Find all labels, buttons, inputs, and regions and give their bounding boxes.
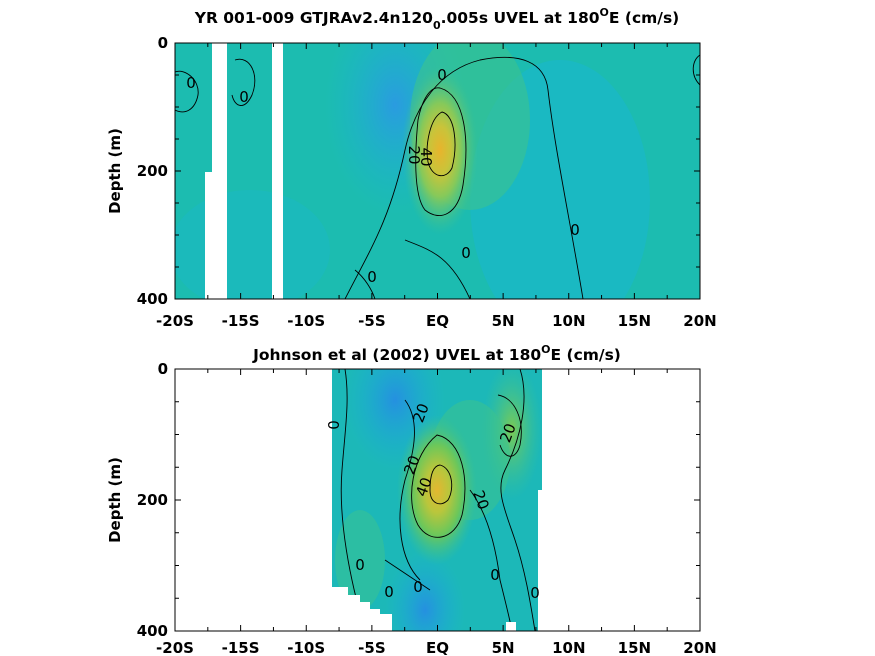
x-tick-label: 10N (552, 312, 585, 330)
bottom-missing-step (370, 609, 380, 631)
top-velocity-field (175, 43, 700, 299)
top-x-tick-labels: -20S -15S -10S -5S EQ 5N 10N 15N 20N (156, 312, 717, 330)
top-contour-label: 0 (239, 88, 249, 106)
bottom-contour-label: 0 (355, 556, 365, 574)
top-y-axis-label: Depth (m) (106, 128, 124, 214)
bottom-velocity-field (332, 369, 542, 631)
x-tick-label: 20N (683, 639, 716, 656)
top-contour-zero-west2 (231, 58, 256, 106)
bottom-contour-label: 20 (496, 421, 519, 445)
x-tick-label: -20S (156, 639, 194, 656)
bottom-contour-label: 0 (325, 420, 343, 430)
x-tick-label: EQ (426, 312, 449, 330)
bottom-green-south (335, 510, 385, 610)
x-tick-label: -20S (156, 312, 194, 330)
bottom-contour-twenty-west (399, 399, 421, 581)
bottom-contour-forty (429, 464, 453, 505)
x-tick-label: -15S (222, 312, 260, 330)
top-cyan-region-south (175, 190, 330, 299)
bottom-undercurrent-core (397, 415, 477, 565)
bottom-panel-title: Johnson et al (2002) UVEL at 180OE (cm/s… (252, 343, 621, 364)
bottom-missing-step (506, 622, 516, 631)
top-contour-twenty (415, 87, 467, 216)
y-tick-label: 400 (137, 290, 168, 308)
top-missing-strip-2 (272, 43, 283, 299)
x-tick-label: 20N (683, 312, 716, 330)
top-panel: YR 001-009 GTJRAv2.4n1200.005s UVEL at 1… (106, 6, 717, 330)
bottom-contour-label: 0 (530, 584, 540, 602)
y-tick-label: 400 (137, 622, 168, 640)
top-tick-marks (174, 42, 701, 300)
top-panel-title: YR 001-009 GTJRAv2.4n1200.005s UVEL at 1… (194, 6, 680, 32)
y-tick-label: 0 (158, 360, 168, 378)
x-tick-label: EQ (426, 639, 449, 656)
bottom-blue-deep (385, 550, 465, 631)
top-contour-label: 40 (417, 147, 435, 166)
bottom-contour-twenty-east (469, 489, 513, 631)
bottom-contour-zero-deep (384, 559, 431, 591)
bottom-missing-step (380, 614, 392, 631)
bottom-tick-marks (174, 368, 701, 632)
y-tick-label: 200 (137, 162, 168, 180)
bottom-contour-zero-west (340, 369, 366, 631)
x-tick-label: 10N (552, 639, 585, 656)
bottom-y-axis-label: Depth (m) (106, 457, 124, 543)
top-contour-zero-south (354, 269, 376, 299)
y-tick-label: 200 (137, 491, 168, 509)
top-contour-label: 20 (405, 145, 423, 164)
x-tick-label: -15S (222, 639, 260, 656)
top-contour-forty (426, 111, 456, 177)
x-tick-label: 5N (492, 639, 515, 656)
bottom-x-tick-labels: -20S -15S -10S -5S EQ 5N 10N 15N 20N (156, 639, 717, 656)
top-missing-strip-1 (212, 43, 227, 299)
x-tick-label: 15N (618, 639, 651, 656)
top-contour-label: 0 (367, 268, 377, 286)
bottom-contour-label: 20 (409, 401, 432, 425)
x-tick-label: -5S (358, 312, 385, 330)
bottom-contour-label: 20 (400, 453, 423, 477)
x-tick-label: -10S (287, 312, 325, 330)
bottom-missing-step (538, 490, 542, 631)
x-tick-label: 5N (492, 312, 515, 330)
x-tick-label: -5S (358, 639, 385, 656)
bottom-missing-step (348, 595, 360, 631)
bottom-y-tick-labels: 0 200 400 (137, 360, 168, 640)
bottom-missing-step (360, 602, 370, 631)
top-contour-labels: 0 0 0 20 40 0 0 0 (186, 66, 580, 286)
bottom-missing-steps (332, 490, 542, 631)
x-tick-label: -10S (287, 639, 325, 656)
bottom-panel: Johnson et al (2002) UVEL at 180OE (cm/s… (106, 343, 717, 656)
top-contour-label: 0 (461, 244, 471, 262)
top-contour-zero-west (175, 70, 199, 113)
bottom-missing-step (332, 587, 348, 631)
y-tick-label: 0 (158, 34, 168, 52)
bottom-contour-label: 40 (412, 475, 435, 499)
top-y-tick-labels: 0 200 400 (137, 34, 168, 308)
bottom-contour-labels: 0 20 20 40 20 20 0 0 0 0 0 (325, 401, 540, 602)
bottom-contour-zero-north (500, 369, 536, 631)
bottom-contour-label: 0 (384, 583, 394, 601)
bottom-contour-label: 0 (413, 578, 423, 596)
bottom-contour-label: 20 (469, 488, 492, 512)
top-contour-label: 0 (437, 66, 447, 84)
top-missing-strip-1b (205, 172, 215, 299)
top-contour-label: 0 (570, 221, 580, 239)
x-tick-label: 15N (618, 312, 651, 330)
bottom-contour-label: 0 (490, 566, 500, 584)
bottom-contour-twenty-north (497, 394, 522, 457)
bottom-contour-twenty-core (411, 434, 466, 538)
top-contour-zero-edge (692, 54, 700, 86)
top-contour-zero-main (344, 56, 584, 299)
top-contour-label: 0 (186, 74, 196, 92)
top-contour-zero-east (404, 239, 471, 299)
